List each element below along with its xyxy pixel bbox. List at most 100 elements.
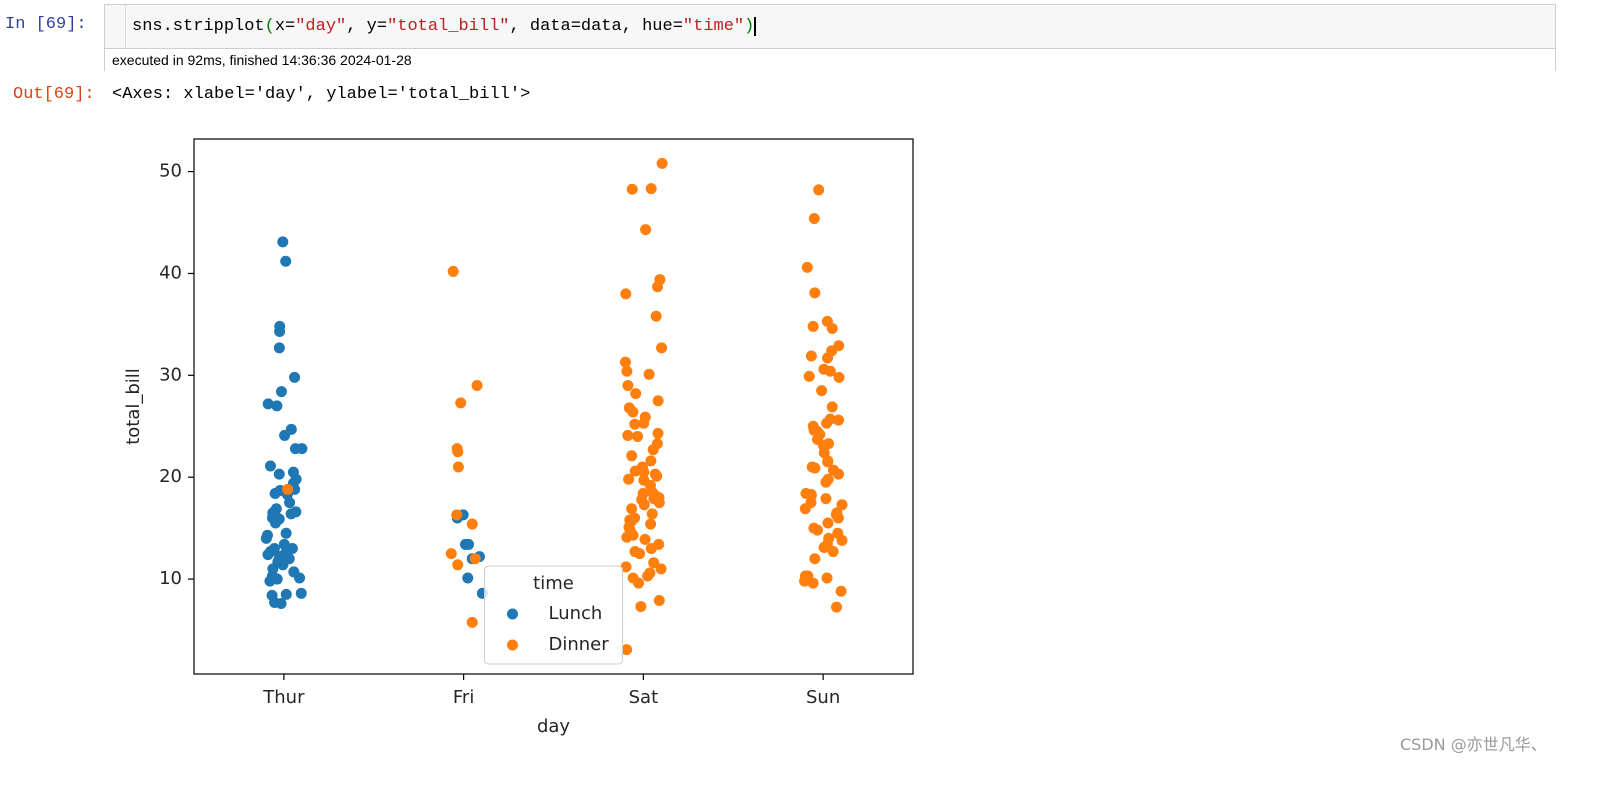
legend-title: time (533, 573, 574, 594)
point (651, 470, 663, 482)
x-tick-label: Fri (453, 687, 474, 708)
point (269, 487, 281, 499)
point (809, 462, 821, 474)
point (805, 350, 817, 362)
legend-label: Lunch (549, 603, 603, 624)
y-tick-label: 40 (159, 262, 182, 283)
point (621, 365, 633, 377)
code-token: ( (264, 17, 275, 36)
point (821, 417, 833, 429)
point (807, 577, 819, 589)
point (273, 468, 285, 480)
y-tick-label: 10 (159, 568, 182, 589)
point (826, 322, 838, 334)
point (455, 397, 467, 409)
x-tick-label: Sun (806, 687, 840, 708)
legend-marker (507, 608, 518, 620)
point (627, 406, 639, 418)
y-axis-label: total_bill (123, 368, 144, 445)
point (278, 538, 290, 550)
point (832, 512, 844, 524)
y-tick-label: 50 (159, 161, 182, 182)
y-tick-label: 30 (159, 364, 182, 385)
point (655, 563, 667, 575)
point (833, 468, 845, 480)
point (827, 546, 839, 558)
point (650, 310, 662, 322)
point (633, 577, 645, 589)
point (260, 532, 272, 544)
point (270, 517, 282, 529)
code-line[interactable]: sns.stripplot(x="day", y="total_bill", d… (125, 5, 1555, 48)
point (653, 594, 665, 606)
point (652, 281, 664, 293)
point (799, 503, 811, 515)
point (629, 418, 641, 430)
point (452, 559, 464, 571)
point (296, 443, 308, 455)
point (653, 497, 665, 509)
point (630, 388, 642, 400)
point (652, 395, 664, 407)
point (294, 572, 306, 584)
point (824, 365, 836, 377)
x-tick-label: Thur (262, 687, 305, 708)
axes-frame (193, 138, 914, 675)
point (275, 598, 287, 610)
point (816, 385, 828, 397)
point (621, 644, 633, 656)
point (826, 401, 838, 413)
point (264, 460, 276, 472)
point (635, 601, 647, 613)
point (822, 352, 834, 364)
point (622, 380, 634, 392)
code-token: x= (274, 17, 296, 36)
point (634, 548, 646, 560)
point (640, 224, 652, 236)
point (822, 517, 834, 529)
point (639, 533, 651, 545)
point (280, 527, 292, 539)
point (645, 543, 657, 555)
point (638, 417, 650, 429)
point (656, 342, 668, 354)
point (648, 557, 660, 569)
point (626, 503, 638, 515)
point (647, 444, 659, 456)
point (451, 509, 463, 521)
code-token: ) (744, 17, 755, 36)
point (645, 455, 657, 467)
point (620, 288, 632, 300)
point (643, 368, 655, 380)
point (447, 265, 459, 277)
point (280, 588, 292, 600)
point (463, 538, 475, 550)
point (835, 585, 847, 597)
point (799, 575, 811, 587)
point (645, 183, 657, 195)
code-token: "total_bill" (387, 17, 510, 36)
in-prompt: In [69]: (5, 15, 87, 34)
point (445, 548, 457, 560)
point (466, 616, 478, 628)
point (466, 518, 478, 530)
point (289, 371, 301, 383)
point (462, 572, 474, 584)
point (818, 541, 830, 553)
point (623, 473, 635, 485)
point (295, 587, 307, 599)
point (629, 465, 641, 477)
output-text: <Axes: xlabel='day', ylabel='total_bill'… (112, 85, 531, 104)
point (808, 212, 820, 224)
point (282, 483, 294, 495)
point (622, 429, 634, 441)
code-token: sns.stripplot (132, 17, 265, 36)
code-cell[interactable]: sns.stripplot(x="day", y="total_bill", d… (104, 4, 1556, 72)
point (809, 553, 821, 565)
point (836, 499, 848, 511)
code-token: "day" (295, 17, 347, 36)
point (280, 255, 292, 267)
point (626, 450, 638, 462)
x-tick-label: Sat (629, 687, 659, 708)
